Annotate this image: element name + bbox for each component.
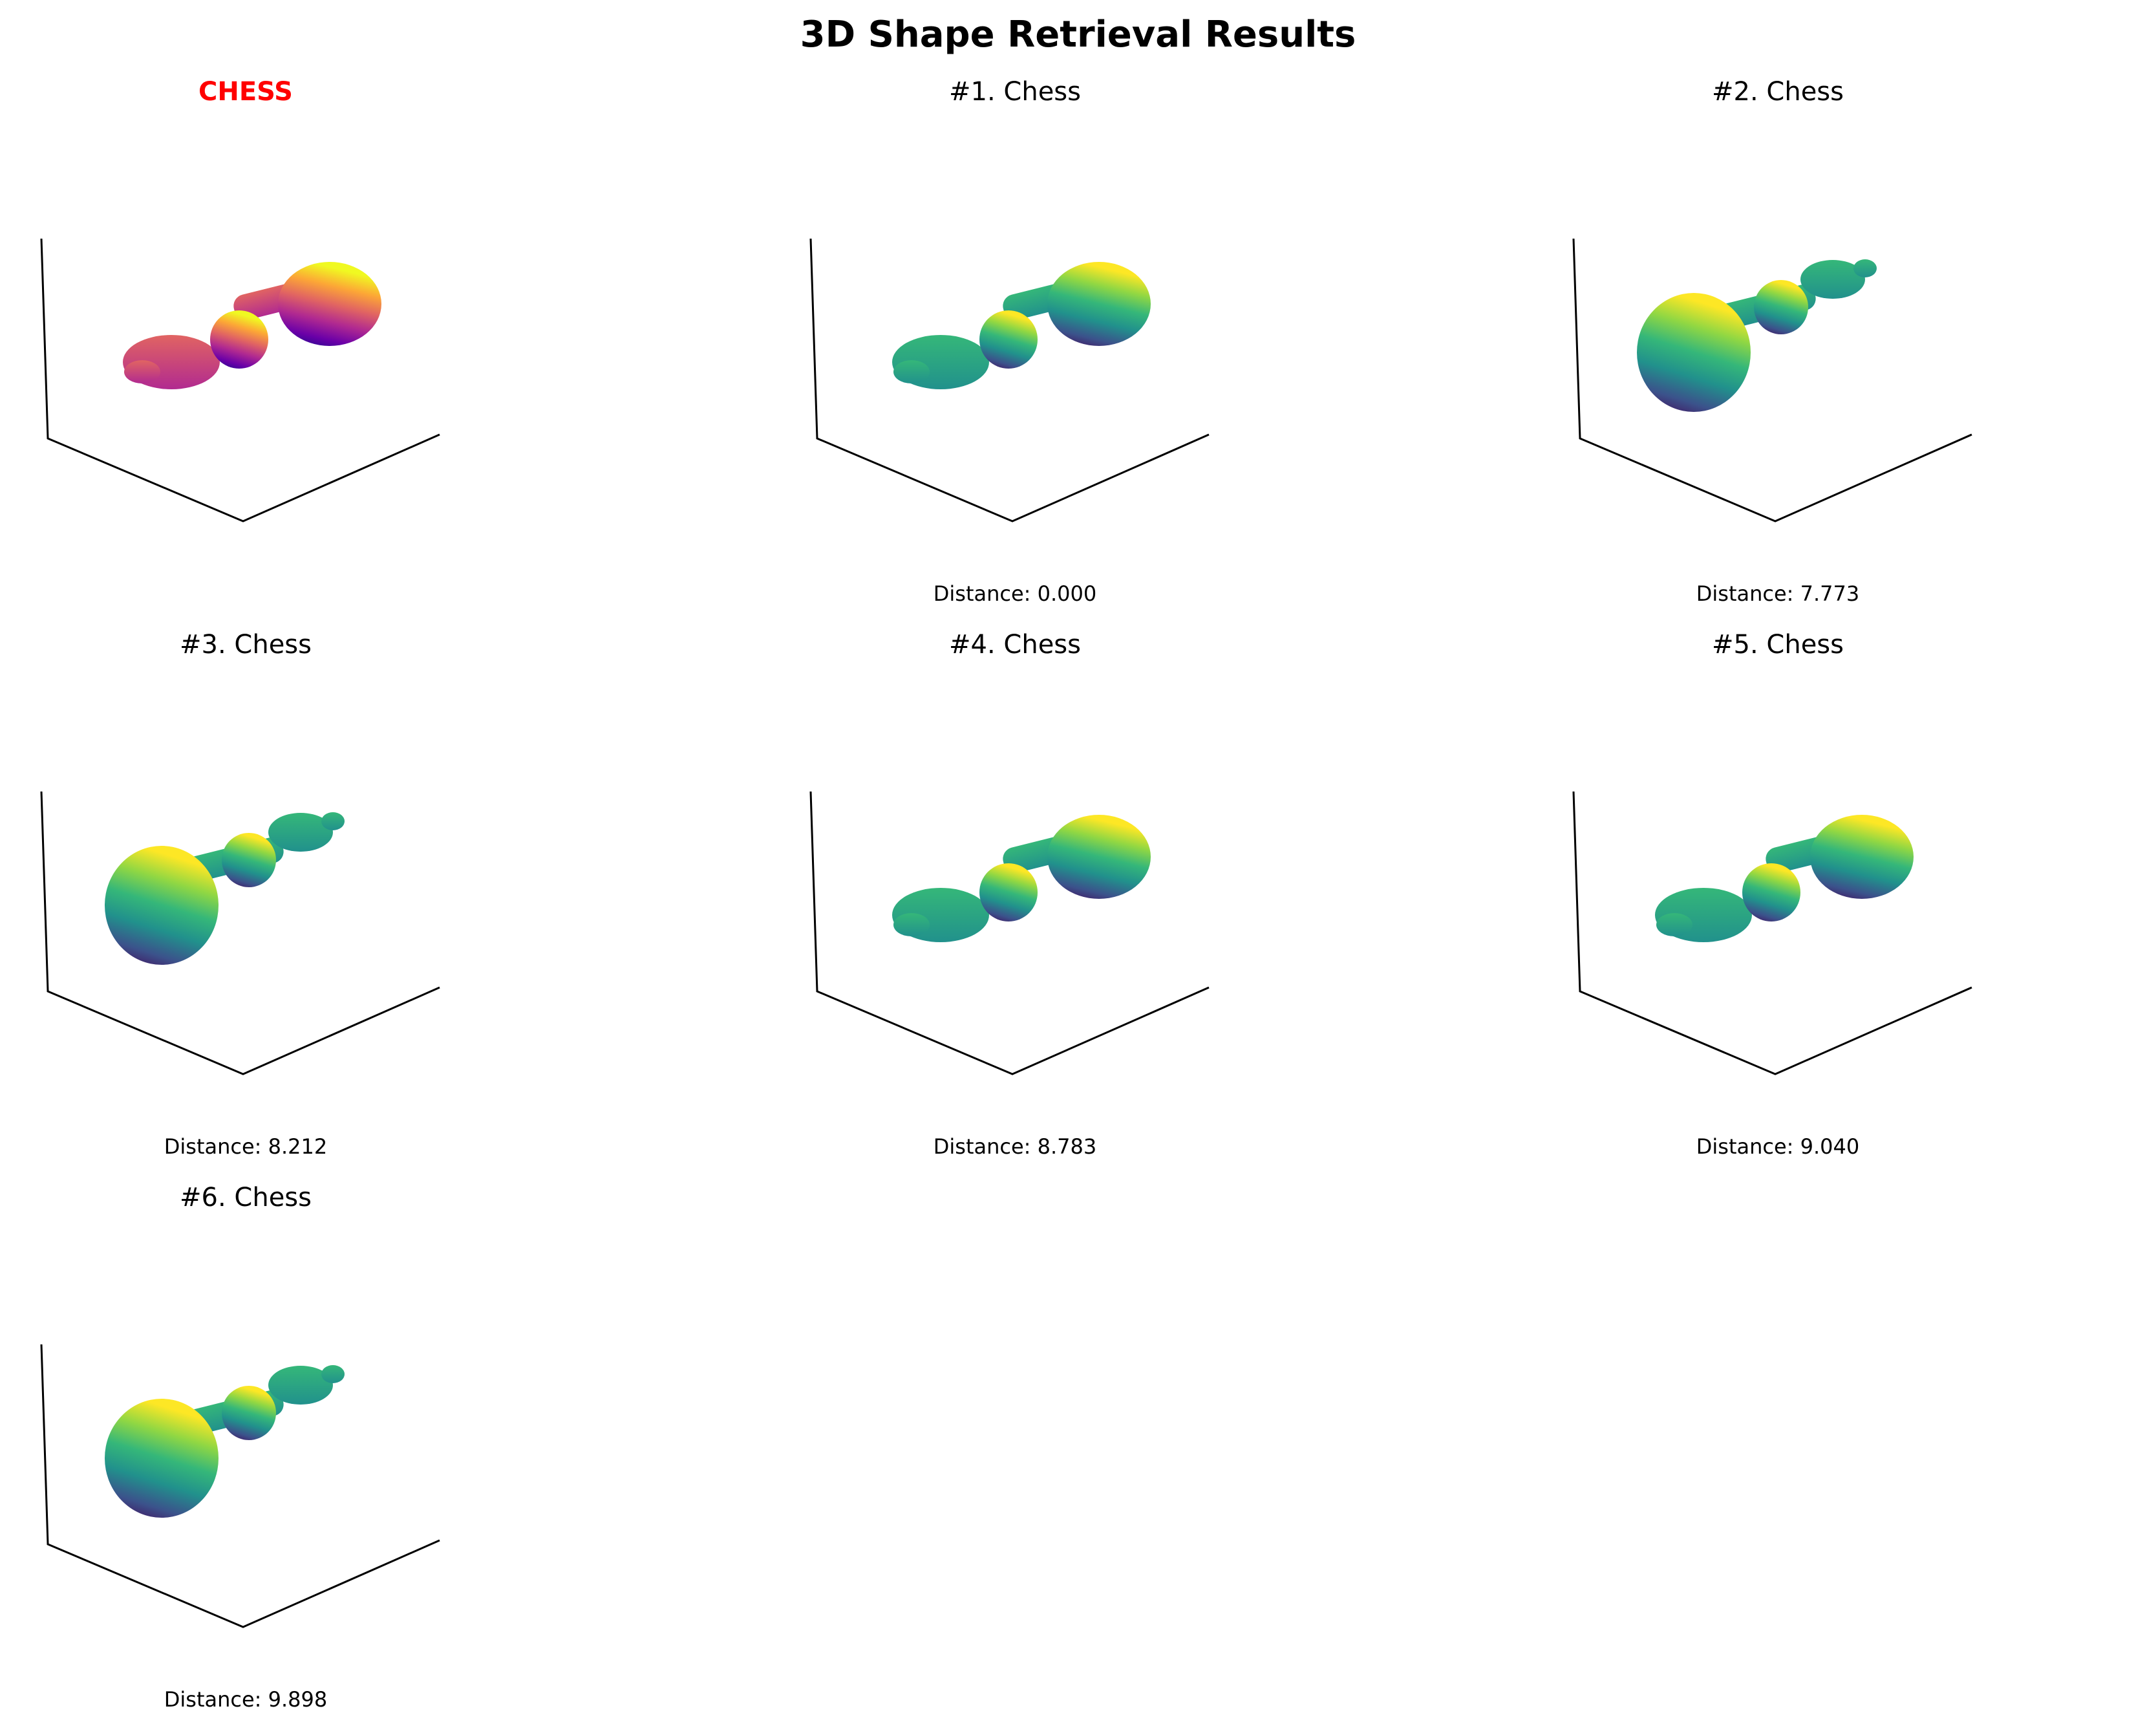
plot-svg xyxy=(40,791,440,1075)
shape-foot xyxy=(124,360,160,383)
shape-plot xyxy=(776,663,1254,1103)
shape-plot xyxy=(6,110,485,550)
panel-result-5: #5. Chess Distance: 9.040 xyxy=(1539,553,2017,1159)
plot-svg xyxy=(809,238,1210,523)
plot-svg xyxy=(809,791,1210,1075)
figure-title: 3D Shape Retrieval Results xyxy=(800,14,1356,56)
shape-plot xyxy=(1539,663,2017,1103)
axis-lines xyxy=(1572,791,1972,1075)
distance-label: Distance: 7.773 xyxy=(1696,581,1860,606)
shape-head xyxy=(105,846,219,965)
shape-collar xyxy=(979,310,1038,369)
distance-label: Distance: 9.040 xyxy=(1696,1134,1860,1159)
panel-result-1: #1. Chess Distance: 0.000 xyxy=(776,0,1254,606)
shape-plot xyxy=(776,110,1254,550)
shape-collar xyxy=(1754,280,1808,334)
distance-label: Distance: 0.000 xyxy=(933,581,1097,606)
shape-foot xyxy=(1656,913,1692,936)
chess-shape xyxy=(892,815,1151,942)
shape-tip xyxy=(268,813,333,852)
panel-title: #6. Chess xyxy=(180,1183,312,1212)
shape-collar xyxy=(222,833,276,887)
panel-query: CHESS xyxy=(6,0,485,530)
panel-result-2: #2. Chess Distance: 7.773 xyxy=(1539,0,2017,606)
chess-shape xyxy=(1637,259,1877,412)
shape-foot xyxy=(893,360,930,383)
shape-tip-end xyxy=(1853,259,1877,277)
shape-head xyxy=(278,262,381,346)
distance-label: Distance: 8.212 xyxy=(164,1134,328,1159)
shape-tip-end xyxy=(321,812,345,830)
distance-label: Distance: 8.783 xyxy=(933,1134,1097,1159)
chess-shape xyxy=(105,812,345,965)
chess-shape xyxy=(123,262,381,389)
shape-tip xyxy=(268,1366,333,1405)
shape-head xyxy=(1047,815,1151,899)
chess-shape xyxy=(892,262,1151,389)
axis-lines xyxy=(40,238,440,523)
shape-foot xyxy=(893,913,930,936)
panel-result-4: #4. Chess Distance: 8.783 xyxy=(776,553,1254,1159)
shape-collar xyxy=(222,1386,276,1440)
distance-label: Distance: 9.898 xyxy=(164,1687,328,1712)
shape-collar xyxy=(979,863,1038,921)
axis-lines xyxy=(809,238,1210,523)
panel-title: #2. Chess xyxy=(1712,77,1844,107)
axis-lines xyxy=(809,791,1210,1075)
shape-head xyxy=(1637,293,1751,412)
panel-title: #1. Chess xyxy=(949,77,1081,107)
shape-head xyxy=(1810,815,1914,899)
shape-head xyxy=(1047,262,1151,346)
panel-title: #5. Chess xyxy=(1712,630,1844,660)
plot-svg xyxy=(1572,791,1972,1075)
shape-collar xyxy=(210,310,268,369)
panel-result-3: #3. Chess Distance: 8.212 xyxy=(6,553,485,1159)
shape-tip-end xyxy=(321,1365,345,1383)
panel-title: #3. Chess xyxy=(180,630,312,660)
panel-result-6: #6. Chess Distance: 9.898 xyxy=(6,1106,485,1712)
shape-plot xyxy=(6,1216,485,1655)
plot-svg xyxy=(40,1344,440,1628)
plot-svg xyxy=(1572,238,1972,523)
plot-svg xyxy=(40,238,440,523)
shape-head xyxy=(105,1399,219,1518)
shape-plot xyxy=(1539,110,2017,550)
shape-collar xyxy=(1742,863,1800,921)
shape-tip xyxy=(1800,260,1865,299)
panel-title: CHESS xyxy=(198,77,293,107)
axis-lines xyxy=(40,791,440,1075)
axis-lines xyxy=(40,1344,440,1628)
panel-title: #4. Chess xyxy=(949,630,1081,660)
axis-lines xyxy=(1572,238,1972,523)
chess-shape xyxy=(105,1365,345,1518)
chess-shape xyxy=(1655,815,1914,942)
shape-plot xyxy=(6,663,485,1103)
